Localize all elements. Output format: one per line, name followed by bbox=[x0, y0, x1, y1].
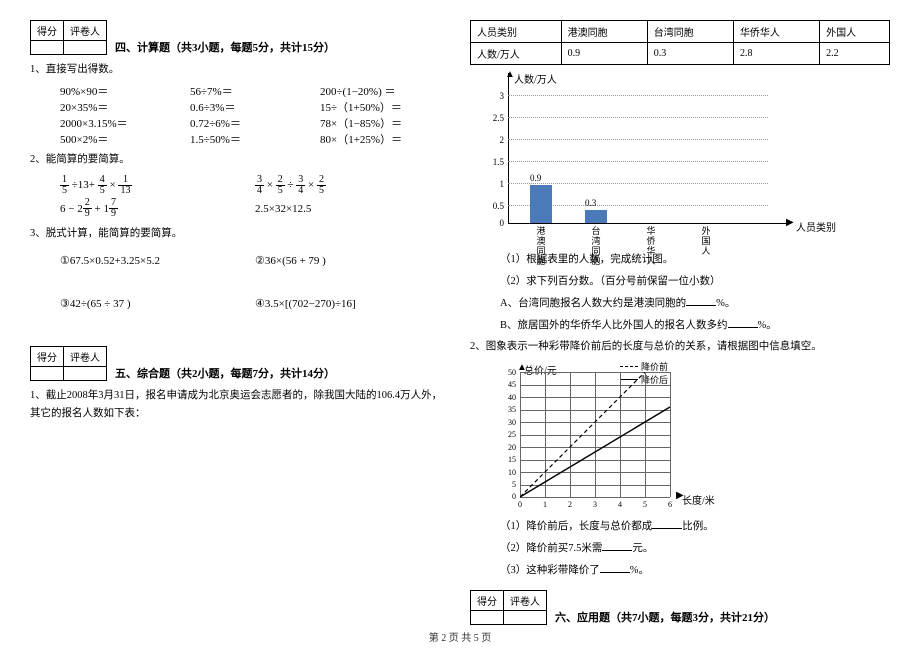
sec5-q2: 2、图象表示一种彩带降价前后的长度与总价的关系，请根据图中信息填空。 bbox=[470, 338, 890, 356]
x-axis-label: 人员类别 bbox=[796, 219, 836, 234]
score-box: 得分评卷人 bbox=[470, 590, 547, 625]
right-column: 人员类别港澳同胞台湾同胞华侨华人外国人 人数/万人0.90.32.82.2 ▲ … bbox=[470, 20, 890, 631]
left-column: 得分评卷人 四、计算题（共3小题，每题5分，共计15分） 1、直接写出得数。 9… bbox=[30, 20, 450, 631]
bar-2 bbox=[585, 210, 607, 223]
section-5-title: 五、综合题（共2小题，每题7分，共计14分） bbox=[115, 365, 335, 381]
bar-1 bbox=[530, 185, 552, 223]
score-h2: 评卷人 bbox=[64, 21, 107, 41]
dash-icon bbox=[620, 366, 638, 367]
sec5-sub2a: A、台湾同胞报名人数大约是港澳同胞的%。 bbox=[470, 295, 890, 313]
q2-2: （2）降价前买7.5米需元。 bbox=[470, 540, 890, 558]
q2-exprs: 15 ÷13+ 45 × 113 34 × 25 ÷ 34 × 25 6 − 2… bbox=[30, 173, 450, 221]
score-box: 得分评卷人 bbox=[30, 20, 107, 55]
section-6-header: 得分评卷人 六、应用题（共7小题，每题3分，共计21分） bbox=[470, 590, 890, 625]
sec5-sub2b: B、旅居国外的华侨华人比外国人的报名人数多约%。 bbox=[470, 317, 890, 335]
q3-items: ①67.5×0.52+3.25×5.2②36×(56 + 79 ) ③42÷(6… bbox=[30, 247, 450, 318]
q1-label: 1、直接写出得数。 bbox=[30, 61, 450, 79]
score-h1: 得分 bbox=[31, 21, 64, 41]
q2-label: 2、能简算的要简算。 bbox=[30, 151, 450, 169]
section-4-title: 四、计算题（共3小题，每题5分，共计15分） bbox=[115, 39, 335, 55]
x-arrow-icon: ▶ bbox=[786, 217, 794, 228]
bar-chart: ▲ 人数/万人 ▶ 人员类别 3 2.5 2 1.5 1 0.5 0 0.9 港… bbox=[490, 73, 890, 243]
q2-3: （3）这种彩带降价了%。 bbox=[470, 562, 890, 580]
y-axis-label: 人数/万人 bbox=[514, 71, 557, 86]
sec5-sub2: （2）求下列百分数。（百分号前保留一位小数） bbox=[470, 273, 890, 291]
page-footer: 第 2 页 共 5 页 bbox=[0, 629, 920, 644]
score-box: 得分评卷人 bbox=[30, 346, 107, 381]
q2-1: （1）降价前后，长度与总价都成比例。 bbox=[470, 518, 890, 536]
chart-lines bbox=[520, 372, 675, 502]
q1-calc: 90%×90＝56÷7%＝200÷(1−20%) ＝ 20×35%＝0.6÷3%… bbox=[30, 83, 450, 147]
personnel-table: 人员类别港澳同胞台湾同胞华侨华人外国人 人数/万人0.90.32.82.2 bbox=[470, 20, 890, 65]
q3-label: 3、脱式计算，能简算的要简算。 bbox=[30, 225, 450, 243]
section-6-title: 六、应用题（共7小题，每题3分，共计21分） bbox=[555, 609, 775, 625]
section-4-header: 得分评卷人 四、计算题（共3小题，每题5分，共计15分） bbox=[30, 20, 450, 55]
line-chart: 降价前 降价后 ▲ 总价/元 ▶ 长度/米 50 45 40 35 30 25 … bbox=[500, 362, 720, 512]
section-5-header: 得分评卷人 五、综合题（共2小题，每题7分，共计14分） bbox=[30, 346, 450, 381]
sec5-q1: 1、截止2008年3月31日，报名申请成为北京奥运会志愿者的，除我国大陆的106… bbox=[30, 387, 450, 423]
